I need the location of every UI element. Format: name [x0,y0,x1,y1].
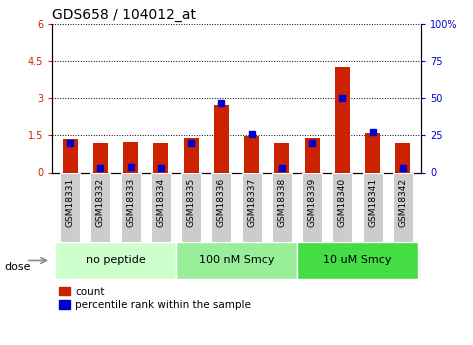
Bar [244,136,259,172]
Text: GSM18340: GSM18340 [338,178,347,227]
Bar [181,172,201,242]
Text: GSM18337: GSM18337 [247,178,256,227]
Bar [151,172,171,242]
Bar [214,105,229,172]
Bar [211,172,231,242]
Legend: count, percentile rank within the sample: count, percentile rank within the sample [57,285,253,312]
Bar [90,172,110,242]
Text: GSM18335: GSM18335 [187,178,196,227]
Bar [93,143,108,172]
Bar [123,142,138,172]
Bar [274,143,289,172]
Text: GSM18331: GSM18331 [66,178,75,227]
Text: GSM18333: GSM18333 [126,178,135,227]
Bar [121,172,140,242]
Text: GSM18341: GSM18341 [368,178,377,227]
Bar [297,241,418,279]
Bar [333,172,352,242]
Bar [60,172,80,242]
Text: GSM18342: GSM18342 [398,178,407,227]
Bar [55,241,176,279]
Bar [62,139,78,172]
Bar [242,172,262,242]
Text: GSM18336: GSM18336 [217,178,226,227]
Text: no peptide: no peptide [86,256,145,265]
Bar [305,138,320,172]
Bar [363,172,383,242]
Text: 100 nM Smcy: 100 nM Smcy [199,256,274,265]
Text: GDS658 / 104012_at: GDS658 / 104012_at [52,8,196,22]
Bar [184,138,199,172]
Bar [335,67,350,172]
Text: GSM18332: GSM18332 [96,178,105,227]
Text: GSM18334: GSM18334 [157,178,166,227]
Bar [393,172,413,242]
Bar [153,143,168,172]
Bar [176,241,297,279]
Bar [365,134,380,172]
Text: dose: dose [5,263,31,272]
Bar [395,143,411,172]
Text: 10 uM Smcy: 10 uM Smcy [323,256,392,265]
Text: GSM18338: GSM18338 [277,178,286,227]
Bar [302,172,322,242]
Text: GSM18339: GSM18339 [307,178,316,227]
Bar [272,172,292,242]
